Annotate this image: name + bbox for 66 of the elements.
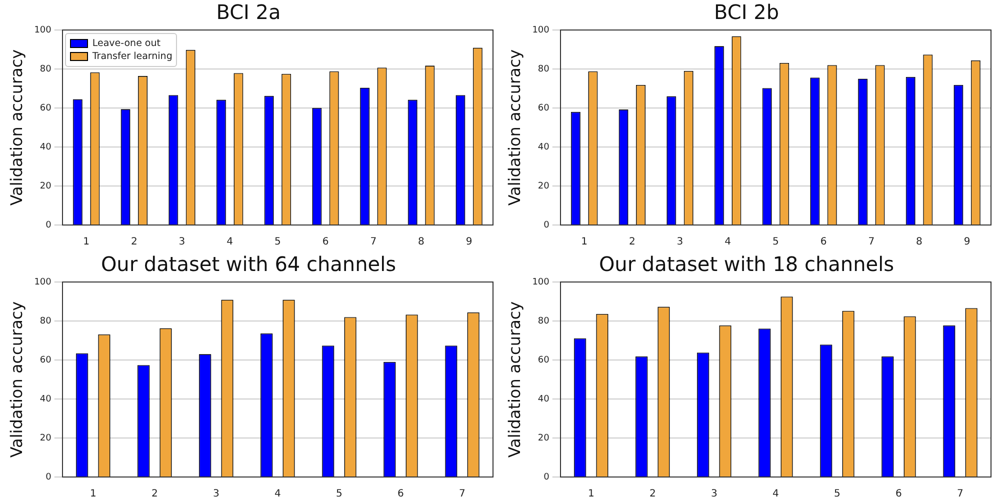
x-tick-label: 7 <box>459 488 466 500</box>
y-tick-label: 20 <box>40 181 52 192</box>
y-axis-title: Validation accuracy <box>6 301 26 458</box>
y-tick-label: 60 <box>40 355 52 366</box>
chart-title: Our dataset with 64 channels <box>100 252 396 276</box>
y-tick-label: 40 <box>40 394 52 404</box>
x-tick-label: 4 <box>724 236 732 248</box>
y-tick-label: 80 <box>40 64 52 74</box>
x-tick-label: 6 <box>896 488 902 500</box>
x-tick-label: 7 <box>868 236 875 248</box>
legend-label: Leave-one out <box>92 38 160 49</box>
y-tick-label: 100 <box>532 277 550 288</box>
x-tick-label: 6 <box>820 236 827 248</box>
x-tick-label: 4 <box>772 488 779 500</box>
y-tick-label: 0 <box>46 472 52 482</box>
y-tick-label: 80 <box>538 316 550 326</box>
x-tick-label: 1 <box>90 488 96 500</box>
y-axis-title: Validation accuracy <box>504 49 524 206</box>
x-tick-label: 6 <box>398 488 404 500</box>
x-tick-label: 4 <box>274 488 281 500</box>
chart-title: BCI 2b <box>714 0 780 24</box>
chart-title: BCI 2a <box>216 0 281 24</box>
chart-title: Our dataset with 18 channels <box>598 252 894 276</box>
y-tick-label: 60 <box>40 103 52 114</box>
x-tick-label: 9 <box>466 236 472 248</box>
x-tick-label: 7 <box>370 236 377 248</box>
y-tick-label: 100 <box>34 277 52 288</box>
y-tick-label: 60 <box>538 355 550 366</box>
x-tick-label: 2 <box>151 488 158 500</box>
x-tick-label: 2 <box>649 488 656 500</box>
x-tick-label: 5 <box>336 488 342 500</box>
x-tick-label: 7 <box>957 488 964 500</box>
y-tick-label: 80 <box>538 64 550 74</box>
y-tick-label: 0 <box>544 220 550 230</box>
x-tick-label: 6 <box>322 236 329 248</box>
y-tick-label: 100 <box>532 25 550 36</box>
x-tick-label: 5 <box>772 236 779 248</box>
x-tick-label: 3 <box>676 236 684 248</box>
y-tick-label: 40 <box>40 142 52 152</box>
x-tick-label: 2 <box>628 236 636 248</box>
x-tick-label: 9 <box>964 236 970 248</box>
y-tick-label: 0 <box>544 472 550 482</box>
y-tick-label: 40 <box>538 142 550 152</box>
y-tick-label: 60 <box>538 103 550 114</box>
x-tick-label: 5 <box>834 488 840 500</box>
x-tick-label: 3 <box>212 488 220 500</box>
x-tick-label: 1 <box>581 236 588 248</box>
x-tick-label: 3 <box>178 236 186 248</box>
x-tick-label: 1 <box>83 236 90 248</box>
x-tick-label: 8 <box>418 236 424 248</box>
y-tick-label: 0 <box>46 220 52 230</box>
y-tick-label: 80 <box>40 316 52 326</box>
x-tick-label: 1 <box>588 488 594 500</box>
y-axis-title: Validation accuracy <box>6 49 26 206</box>
y-tick-label: 40 <box>538 394 550 404</box>
y-tick-label: 20 <box>40 433 52 444</box>
y-tick-label: 20 <box>538 181 550 192</box>
x-tick-label: 4 <box>226 236 234 248</box>
y-tick-label: 100 <box>34 25 52 36</box>
y-tick-label: 20 <box>538 433 550 444</box>
x-tick-label: 3 <box>710 488 718 500</box>
legend-label: Transfer learning <box>92 51 172 62</box>
x-tick-label: 5 <box>274 236 281 248</box>
x-tick-label: 2 <box>130 236 138 248</box>
y-axis-title: Validation accuracy <box>504 301 524 458</box>
x-tick-label: 8 <box>916 236 922 248</box>
